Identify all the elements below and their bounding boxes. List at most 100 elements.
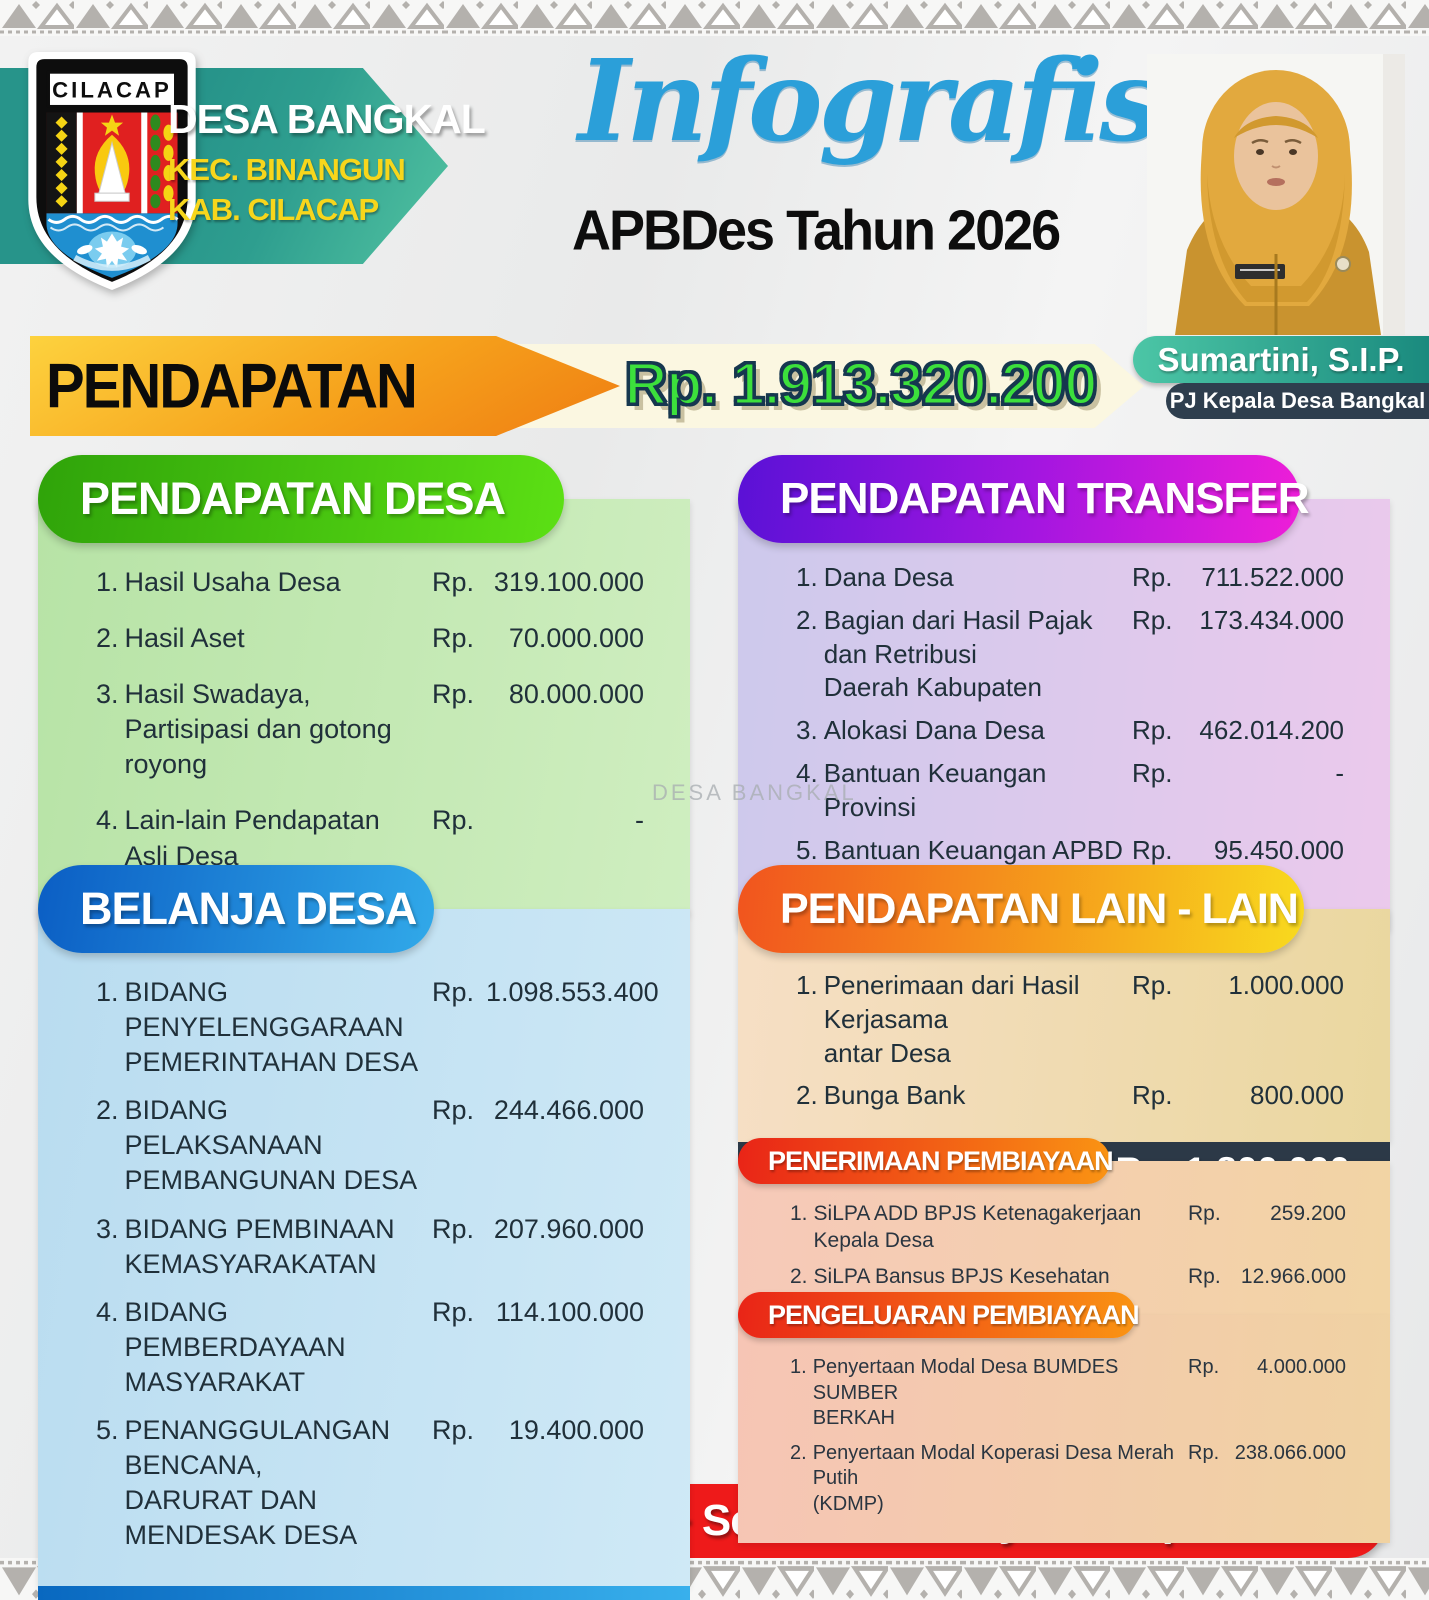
list-item: 2. Penyertaan Modal Koperasi Desa Merah P… — [790, 1441, 1346, 1518]
item-currency: Rp. — [1132, 715, 1173, 746]
list-item: 1. SiLPA ADD BPJS Ketenagakerjaan Kepala … — [790, 1201, 1346, 1255]
item-currency: Rp. — [432, 679, 475, 710]
item-currency: Rp. — [1188, 1356, 1220, 1378]
item-value: 711.522.000 — [1201, 562, 1344, 592]
item-currency: Rp. — [432, 1213, 475, 1244]
village-name: DESA BANGKAL — [168, 96, 486, 142]
list-item: 3. Alokasi Dana Desa Rp. 462.014.200 — [796, 714, 1344, 748]
item-label: BIDANG PEMBERDAYAAN MASYARAKAT — [124, 1296, 346, 1397]
item-label: Alokasi Dana Desa — [823, 715, 1045, 746]
item-label: Hasil Aset — [124, 623, 245, 654]
item-value: 4.000.000 — [1257, 1356, 1346, 1378]
item-label: SiLPA ADD BPJS Ketenagakerjaan Kepala De… — [813, 1202, 1142, 1252]
item-currency: Rp. — [1132, 757, 1173, 788]
item-number: 5. — [796, 834, 818, 865]
list-item: 2. Bagian dari Hasil Pajak dan Retribusi D… — [796, 604, 1344, 705]
card-title-belanja-desa: BELANJA DESA — [38, 865, 434, 953]
item-label: SiLPA Bansus BPJS Kesehatan — [813, 1264, 1110, 1288]
item-value: - — [1335, 757, 1344, 788]
list-item: 1. BIDANG PENYELENGGARAAN PEMERINTAHAN DES… — [96, 975, 659, 1080]
list-item: 1. Penyertaan Modal Desa BUMDES SUMBER BER… — [790, 1355, 1346, 1432]
item-number: 1. — [796, 970, 818, 1000]
item-value: 800.000 — [1250, 1080, 1344, 1111]
card-body: 1. Hasil Usaha Desa Rp. 319.100.000 2. Hasil… — [38, 499, 690, 915]
item-label: Lain-lain Pendapatan Asli Desa — [124, 805, 380, 871]
item-currency: Rp. — [1132, 1080, 1173, 1111]
card-body: 1. Dana Desa Rp. 711.522.000 2. Bagian dari … — [738, 499, 1390, 931]
item-currency: Rp. — [432, 1095, 475, 1126]
cilacap-logo: CILACAP — [26, 50, 198, 292]
card-title-penerimaan-pembiayaan: PENERIMAAN PEMBIAYAAN — [738, 1138, 1114, 1184]
card-body: 1. SiLPA ADD BPJS Ketenagakerjaan Kepala … — [738, 1161, 1390, 1316]
item-label: Hasil Swadaya, Partisipasi dan gotong ro… — [124, 679, 392, 780]
item-value: 244.466.000 — [493, 1095, 644, 1126]
item-currency: Rp. — [1188, 1441, 1220, 1464]
list-item: 2. SiLPA Bansus BPJS Kesehatan Rp. 12.966.0… — [790, 1264, 1346, 1291]
list-item: 4. Lain-lain Pendapatan Asli Desa Rp. - — [96, 803, 644, 873]
item-number: 1. — [96, 977, 119, 1007]
item-currency: Rp. — [432, 805, 475, 836]
official-title-badge: PJ Kepala Desa Bangkal — [1166, 383, 1429, 419]
item-label: Bantuan Keuangan Provinsi — [823, 757, 1047, 822]
district-name: KEC. BINANGUN — [168, 152, 406, 187]
pendapatan-arrow: PENDAPATAN — [30, 336, 620, 436]
logo-text: CILACAP — [52, 77, 172, 102]
card-title-pendapatan-desa: PENDAPATAN DESA — [38, 455, 564, 543]
list-item: 4. Bantuan Keuangan Provinsi Rp. - — [796, 757, 1344, 825]
card-penerimaan-pembiayaan: PENERIMAAN PEMBIAYAAN 1. SiLPA ADD BPJS K… — [738, 1138, 1390, 1316]
list-item: 2. Hasil Aset Rp. 70.000.000 — [96, 621, 644, 656]
item-label: Penyertaan Modal Koperasi Desa Merah Put… — [812, 1441, 1174, 1515]
item-number: 4. — [96, 1296, 119, 1327]
list-item: 2. BIDANG PELAKSANAAN PEMBANGUNAN DESA Rp. 2… — [96, 1093, 644, 1198]
list-item: 4. BIDANG PEMBERDAYAAN MASYARAKAT Rp. 114.10… — [96, 1295, 644, 1400]
item-value: 80.000.000 — [508, 679, 644, 710]
item-value: 114.100.000 — [495, 1296, 644, 1327]
item-currency: Rp. — [432, 567, 475, 597]
cilacap-shield-icon: CILACAP — [28, 52, 196, 290]
item-value: - — [635, 805, 644, 836]
item-number: 1. — [790, 1356, 807, 1378]
official-photo — [1147, 54, 1405, 335]
list-item: 5.Bantuan Keuangan APBD KabupatenRp.95.4… — [796, 834, 1344, 902]
item-currency: Rp. — [1132, 604, 1173, 635]
jumlah-bar: Jumlah : Rp. 1.684.479.400 — [38, 1586, 690, 1600]
poster-title-script: Infografis — [578, 36, 1162, 167]
item-currency: Rp. — [1132, 970, 1173, 1000]
item-currency: Rp. — [1132, 562, 1173, 592]
item-label: Bagian dari Hasil Pajak dan Retribusi Dae… — [823, 604, 1093, 703]
item-value: 70.000.000 — [508, 623, 644, 654]
item-currency: Rp. — [432, 623, 475, 654]
item-value: 259.200 — [1270, 1202, 1346, 1225]
list-item: 5. PENANGGULANGAN BENCANA, DARURAT DAN MEN… — [96, 1413, 644, 1553]
poster-title-sub: APBDes Tahun 2026 — [572, 199, 1061, 263]
item-label: BIDANG PEMBINAAN KEMASYARAKATAN — [124, 1213, 395, 1279]
item-value: 1.000.000 — [1228, 970, 1344, 1000]
item-currency: Rp. — [432, 977, 475, 1007]
item-number: 2. — [790, 1441, 807, 1464]
item-number: 2. — [96, 623, 119, 654]
item-number: 4. — [796, 757, 818, 788]
card-body: 1. BIDANG PENYELENGGARAAN PEMERINTAHAN DES… — [38, 909, 690, 1587]
card-body: 1. Penyertaan Modal Desa BUMDES SUMBER BER… — [738, 1315, 1390, 1543]
item-number: 4. — [96, 805, 119, 836]
jumlah-label: Jumlah : — [110, 1594, 262, 1600]
item-label: Bunga Bank — [823, 1080, 966, 1111]
list-item: 1. Dana Desa Rp. 711.522.000 — [796, 561, 1344, 595]
top-border-pattern — [0, 0, 1429, 36]
card-pengeluaran-pembiayaan: PENGELUARAN PEMBIAYAAN 1. Penyertaan Moda… — [738, 1292, 1390, 1543]
item-label: PENANGGULANGAN BENCANA, DARURAT DAN MENDE… — [124, 1415, 391, 1551]
card-title-pendapatan-lain-lain: PENDAPATAN LAIN - LAIN — [738, 865, 1304, 953]
item-number: 1. — [96, 567, 119, 597]
item-value: 238.066.000 — [1234, 1441, 1346, 1464]
list-item: 3. Hasil Swadaya, Partisipasi dan gotong … — [96, 677, 644, 782]
item-value: 19.400.000 — [508, 1415, 644, 1446]
official-name-badge: Sumartini, S.I.P. — [1133, 336, 1429, 383]
item-number: 5. — [96, 1415, 119, 1446]
list-item: 3. BIDANG PEMBINAAN KEMASYARAKATAN Rp. 207.9… — [96, 1212, 644, 1282]
item-value: 1.098.553.400 — [486, 977, 659, 1007]
item-number: 3. — [96, 1213, 119, 1244]
item-currency: Rp. — [1188, 1202, 1221, 1225]
pendapatan-label: PENDAPATAN — [46, 350, 418, 422]
item-label: Dana Desa — [823, 562, 954, 592]
